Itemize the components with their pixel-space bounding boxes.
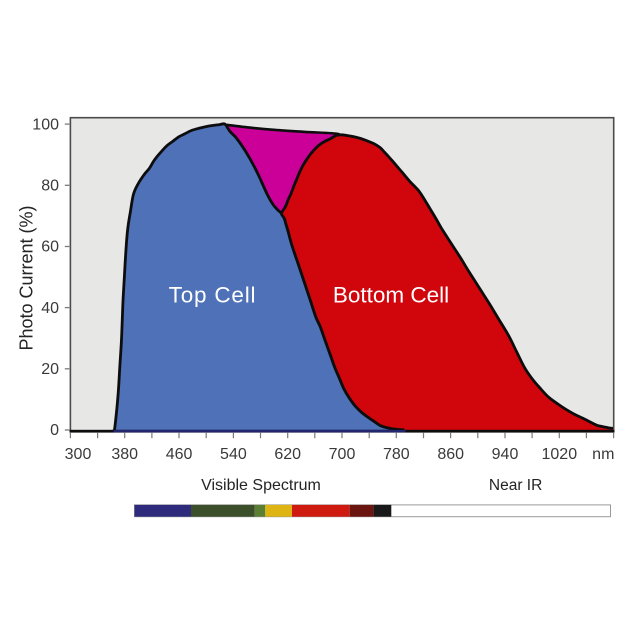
svg-text:940: 940: [492, 446, 519, 463]
svg-text:780: 780: [383, 446, 410, 463]
svg-text:Visible Spectrum: Visible Spectrum: [201, 477, 321, 494]
svg-text:0: 0: [50, 422, 59, 439]
svg-text:540: 540: [220, 446, 247, 463]
svg-text:Near IR: Near IR: [489, 477, 542, 494]
svg-text:860: 860: [437, 446, 464, 463]
svg-text:380: 380: [111, 446, 138, 463]
svg-text:620: 620: [274, 446, 301, 463]
svg-text:460: 460: [166, 446, 193, 463]
svg-text:60: 60: [41, 239, 59, 256]
svg-text:300: 300: [65, 446, 92, 463]
svg-text:20: 20: [41, 361, 59, 378]
svg-text:700: 700: [329, 446, 356, 463]
svg-text:Photo Current (%): Photo Current (%): [17, 205, 37, 350]
svg-text:Top Cell: Top Cell: [169, 283, 257, 308]
svg-text:80: 80: [41, 178, 59, 195]
svg-text:nm: nm: [592, 446, 614, 463]
svg-text:1020: 1020: [542, 446, 578, 463]
svg-text:Bottom Cell: Bottom Cell: [333, 283, 449, 308]
svg-text:100: 100: [32, 116, 59, 133]
svg-text:40: 40: [41, 300, 59, 317]
